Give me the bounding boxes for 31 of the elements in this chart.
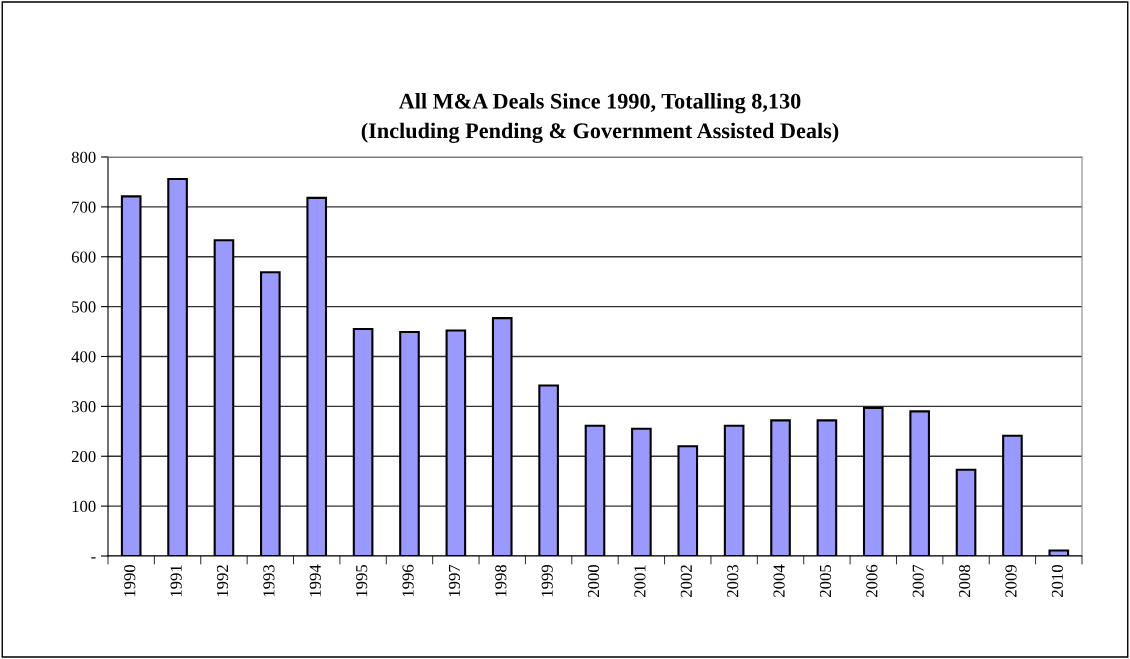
x-tick-label: 2009 <box>1005 565 1017 597</box>
x-tick-label: 1995 <box>356 564 368 597</box>
x-tick-label: 1999 <box>541 565 553 597</box>
chart-title: All M&A Deals Since 1990, Totalling 8,130 (Including Pending & Government Assisted Deals) <box>361 93 839 143</box>
x-tick-label: 1996 <box>402 564 414 597</box>
y-tick-label: 800 <box>71 151 96 163</box>
y-tick-label: - <box>91 557 96 559</box>
x-tick-label: 1994 <box>309 564 321 597</box>
y-tick-label: 300 <box>71 401 96 413</box>
x-tick-label: 2010 <box>1051 564 1063 597</box>
x-tick-label: 2007 <box>912 564 924 597</box>
x-tick-label: 2000 <box>587 564 600 597</box>
x-tick-label: 2001 <box>634 565 646 597</box>
y-tick-label: 100 <box>72 500 96 513</box>
x-tick-label: 2006 <box>866 564 878 597</box>
x-tick-label: 1998 <box>495 564 507 597</box>
x-tick-label: 2004 <box>773 564 785 597</box>
x-tick-label: 2003 <box>727 564 739 597</box>
y-tick-label: 700 <box>72 201 96 213</box>
x-tick-label: 1992 <box>216 565 229 597</box>
y-tick-label: 400 <box>71 351 96 363</box>
x-tick-label: 2005 <box>819 564 832 597</box>
y-tick-label: 200 <box>71 450 96 463</box>
x-tick-label: 1991 <box>170 565 182 597</box>
x-tick-label: 1993 <box>263 564 275 597</box>
x-tick-label: 1990 <box>124 564 136 597</box>
y-tick-label: 500 <box>72 301 96 313</box>
y-tick-label: 600 <box>71 251 96 263</box>
x-tick-label: 2008 <box>958 564 971 597</box>
x-tick-label: 2002 <box>680 565 692 597</box>
x-tick-label: 1997 <box>448 564 461 597</box>
